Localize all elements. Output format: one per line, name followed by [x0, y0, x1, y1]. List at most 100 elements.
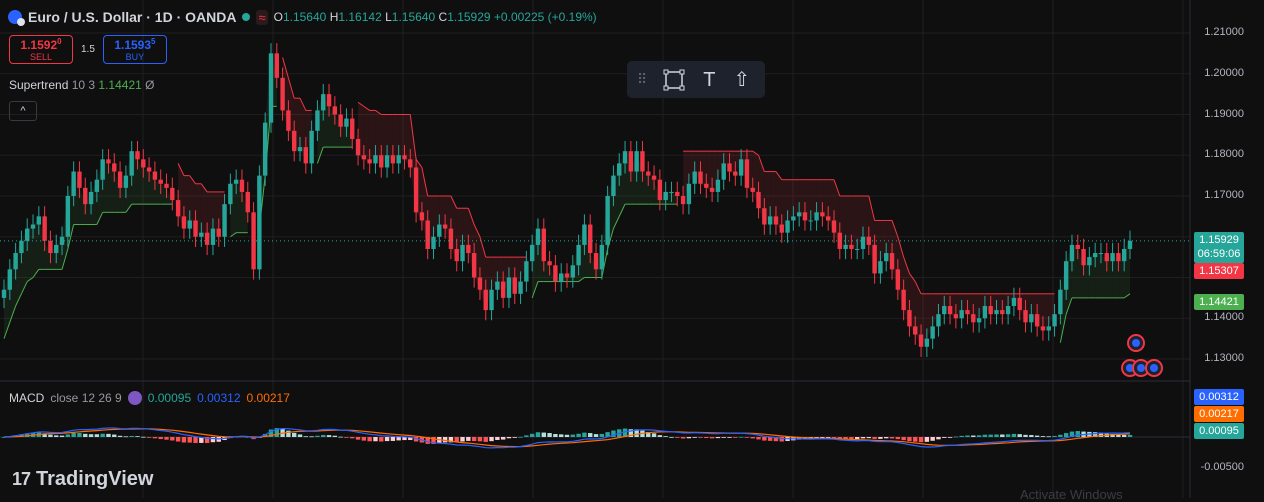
macd-histogram-bar	[344, 437, 349, 438]
candle-body	[1011, 297, 1017, 307]
macd-histogram-bar	[94, 434, 100, 437]
macd-histogram-bar	[733, 437, 738, 438]
macd-histogram-bar	[855, 437, 860, 440]
supertrend-legend[interactable]: Supertrend 10 3 1.14421 Ø	[9, 78, 155, 92]
candle-body	[1000, 310, 1005, 315]
drag-handle-icon[interactable]: ⠿	[637, 71, 647, 87]
supertrend-fill	[1106, 253, 1113, 298]
supertrend-fill	[1112, 253, 1119, 298]
supertrend-fill	[979, 293, 985, 319]
supertrend-fill	[880, 220, 887, 262]
candle-body	[599, 244, 605, 270]
candle-body	[216, 228, 221, 237]
candle-body	[785, 220, 790, 233]
candle-body	[367, 159, 372, 164]
candle-body	[94, 179, 100, 192]
candle-body	[251, 212, 256, 270]
candle-body	[692, 171, 697, 184]
supertrend-line	[375, 110, 382, 115]
macd-histogram-bar	[1127, 434, 1133, 437]
candle-body	[239, 179, 245, 192]
candle-body	[924, 338, 930, 347]
candle-body	[460, 244, 465, 262]
macd-histogram-bar	[460, 437, 465, 442]
supertrend-fill	[938, 293, 945, 315]
windows-watermark: Activate Windows	[1020, 487, 1123, 502]
candle-body	[7, 269, 13, 290]
macd-histogram-bar	[646, 431, 651, 437]
candle-body	[518, 281, 523, 294]
macd-histogram-bar	[721, 437, 726, 438]
rectangle-tool-icon[interactable]	[663, 69, 685, 91]
supertrend-green-tag: 1.14421	[1194, 294, 1244, 310]
candle-body	[204, 232, 210, 245]
candle-body	[727, 163, 732, 172]
macd-histogram-bar	[825, 437, 831, 438]
supertrend-fill	[921, 293, 927, 347]
arrow-up-tool-icon[interactable]: ⇧	[733, 68, 751, 91]
supertrend-fill	[816, 179, 823, 217]
macd-histogram-bar	[767, 437, 773, 441]
buy-button[interactable]: 1.15935 BUY	[102, 35, 167, 64]
candle-body	[576, 244, 581, 266]
text-tool-icon[interactable]: T	[703, 68, 716, 91]
macd-histogram-bar	[135, 436, 140, 437]
macd-histogram-bar	[204, 437, 210, 444]
sell-button[interactable]: 1.15920 SELL	[9, 35, 73, 64]
candle-body	[1, 289, 7, 298]
macd-histogram-bar	[988, 434, 993, 437]
supertrend-fill	[212, 191, 219, 237]
signal-tag: 0.00217	[1194, 406, 1244, 422]
candle-body	[245, 191, 250, 213]
candle-body	[350, 118, 355, 139]
macd-legend[interactable]: MACD close 12 26 9 0.00095 0.00312 0.002…	[9, 391, 290, 405]
macd-histogram-bar	[88, 434, 94, 437]
macd-histogram-bar	[570, 434, 576, 437]
candle-body	[889, 253, 895, 270]
candle-body	[228, 183, 233, 205]
supertrend-fill	[404, 114, 411, 168]
supertrend-line	[612, 216, 620, 229]
macd-histogram-bar	[518, 436, 523, 438]
candle-body	[843, 244, 848, 249]
symbol-title[interactable]: Euro / U.S. Dollar · 1D · OANDA	[28, 9, 237, 25]
macd-histogram-bar	[588, 433, 593, 437]
macd-histogram-bar	[448, 437, 454, 443]
event-marker-icon[interactable]	[1127, 334, 1145, 352]
supertrend-line	[891, 220, 899, 237]
supertrend-line	[230, 232, 237, 238]
candle-body	[13, 253, 18, 270]
candle-body	[483, 289, 488, 311]
indicator-settings-icon[interactable]	[127, 391, 142, 405]
macd-histogram-bar	[553, 433, 558, 437]
macd-histogram-bar	[663, 436, 668, 437]
macd-histogram-bar	[199, 437, 204, 443]
macd-histogram-bar	[1034, 435, 1040, 437]
macd-histogram-bar	[524, 435, 529, 437]
candle-body	[344, 118, 349, 127]
candle-body	[1121, 248, 1127, 262]
candle-body	[1098, 253, 1104, 255]
macd-histogram-bar	[541, 432, 546, 437]
candle-body	[634, 151, 639, 172]
event-marker-icon[interactable]	[1145, 359, 1163, 377]
candle-body	[947, 306, 953, 315]
macd-histogram-bar	[535, 432, 541, 437]
macd-histogram-bar	[181, 437, 187, 443]
supertrend-line	[601, 248, 609, 278]
candle-body	[698, 171, 703, 184]
candle-body	[280, 77, 285, 111]
candle-body	[1092, 253, 1098, 258]
macd-histogram-bar	[1040, 436, 1046, 437]
candle-body	[588, 224, 593, 254]
macd-histogram-bar	[193, 437, 198, 444]
collapse-legend-button[interactable]: ^	[9, 101, 37, 121]
supertrend-fill	[845, 196, 852, 249]
candle-body	[309, 130, 314, 164]
candle-body	[1127, 240, 1133, 249]
candle-body	[1116, 253, 1121, 262]
tradingview-logo[interactable]: 17 TradingView	[12, 468, 154, 490]
supertrend-fill	[236, 179, 242, 233]
macd-histogram-bar	[489, 437, 494, 442]
